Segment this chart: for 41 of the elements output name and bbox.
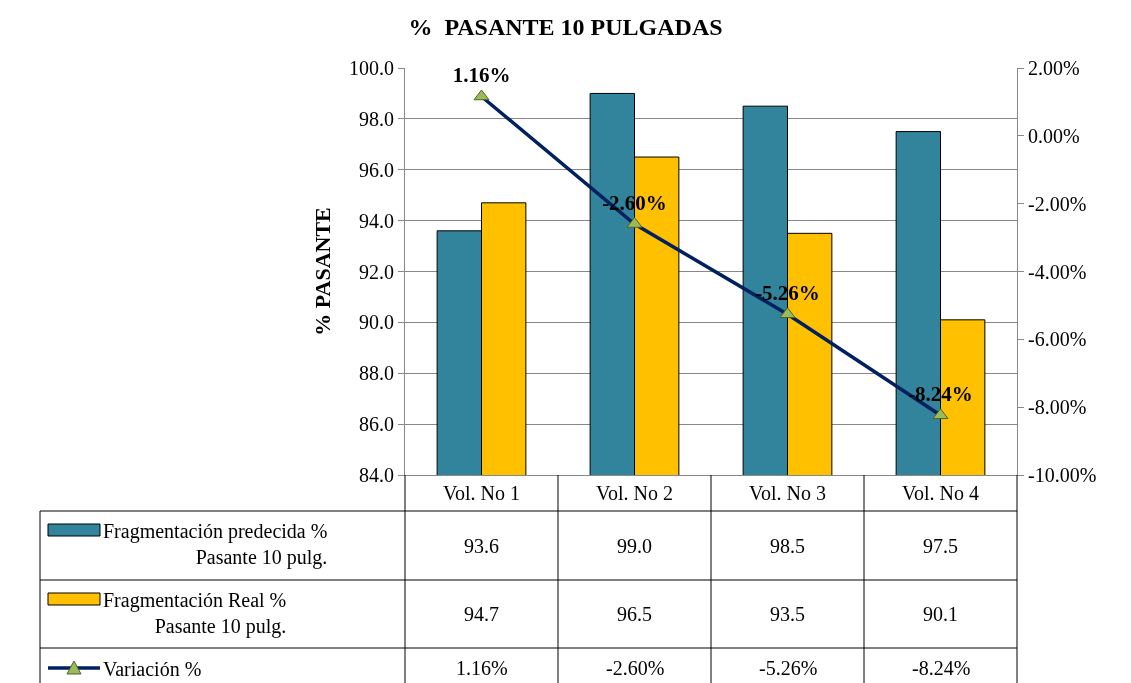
data-label: 1.16% — [456, 657, 508, 679]
chart-title: % PASANTE 10 PULGADAS — [408, 14, 723, 41]
text: -8.24% — [908, 381, 973, 406]
data-label: 93.5 — [770, 603, 805, 625]
y2-tick-label: -2.00% — [1028, 192, 1087, 215]
y-tick-label: 100.0 — [349, 57, 394, 79]
y2-tick-label: -6.00% — [1028, 328, 1087, 351]
x-tick-label: Vol. No 2 — [596, 482, 673, 504]
y-tick-label: 84.0 — [359, 464, 394, 486]
x-tick-label: Vol. No 4 — [902, 482, 979, 504]
text: -2.60% — [602, 190, 667, 215]
data-label: 96.5 — [617, 603, 652, 625]
x-tick-label: Vol. No 1 — [443, 482, 520, 504]
legend-label: Fragmentación Real % Pasante 10 pulg. — [103, 589, 287, 638]
y2-tick-label: -10.00% — [1028, 464, 1097, 486]
x-tick-label: Vol. No 3 — [749, 482, 826, 504]
data-label: -2.60% — [606, 657, 665, 679]
data-label: 93.6 — [464, 535, 499, 557]
data-label: 90.1 — [923, 603, 958, 625]
data-label: 98.5 — [770, 535, 805, 557]
y-tick-label: 98.0 — [359, 107, 394, 130]
text: 1.16% — [452, 63, 511, 88]
y-tick-label: 92.0 — [359, 260, 394, 283]
data-label: -5.26% — [759, 657, 818, 679]
data-label: 99.0 — [617, 535, 652, 557]
y-tick-label: 86.0 — [359, 413, 394, 436]
y-tick-label: 88.0 — [359, 362, 394, 385]
data-label: 94.7 — [464, 603, 499, 625]
y2-tick-label: 0.00% — [1028, 124, 1080, 147]
legend-label: Variación % — [103, 658, 202, 680]
text: -5.26% — [755, 280, 820, 305]
y2-tick-label: -4.00% — [1028, 260, 1087, 283]
y2-tick-label: 2.00% — [1028, 57, 1080, 79]
legend-label: Fragmentación predecida % Pasante 10 pulg. — [103, 520, 328, 569]
y-axis-title: % PASANTE — [309, 207, 335, 336]
y-tick-label: 96.0 — [359, 158, 394, 181]
y-tick-label: 90.0 — [359, 311, 394, 334]
y-tick-label: 94.0 — [359, 209, 394, 232]
data-label: -8.24% — [912, 657, 971, 679]
data-label: 97.5 — [923, 535, 958, 557]
y2-tick-label: -8.00% — [1028, 396, 1087, 419]
